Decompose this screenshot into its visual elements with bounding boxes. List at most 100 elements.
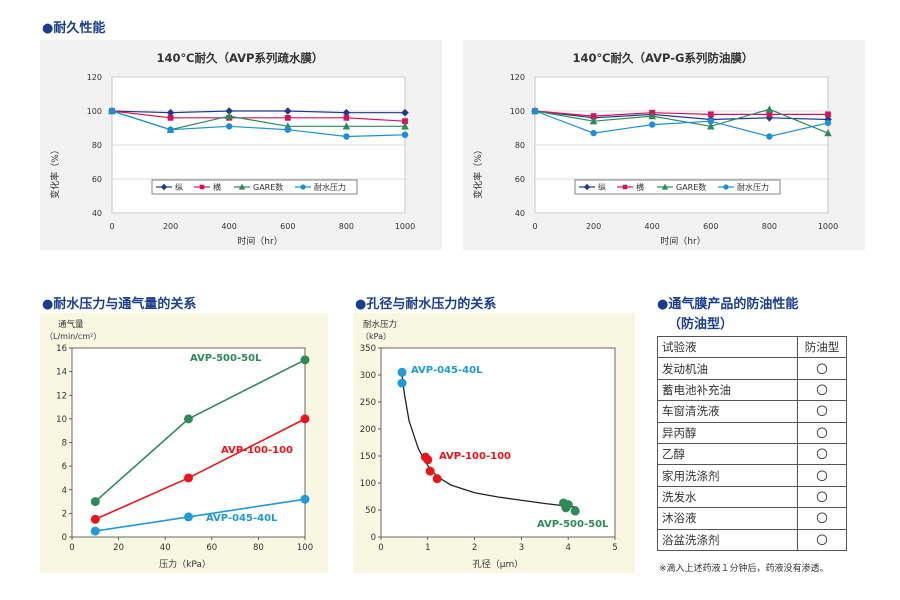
data-point-marker [342,108,351,117]
table-row: 沐浴液〇 [657,507,847,530]
table-cell-liquid: 沐浴液 [657,507,798,530]
series-line [534,110,829,138]
x-tick-label: 800 [762,222,777,231]
legend-box [574,179,781,195]
legend-label: 纵 [598,183,606,192]
data-point-marker [397,378,407,388]
data-point-marker [766,133,773,140]
table-cell-result: 〇 [797,400,847,423]
x-tick-label: 0 [378,543,383,553]
table-cell-liquid: 发动机油 [657,357,798,380]
table-row: 异丙醇〇 [657,421,847,444]
data-point-marker [583,183,591,191]
y-tick-label: 0 [62,533,67,543]
table-row: 洗发水〇 [657,485,847,509]
y-tick-label: 60 [92,175,102,184]
data-point-marker [342,122,351,130]
table-cell-liquid: 蓄电池补充油 [657,378,798,402]
y-tick-label: 300 [360,371,376,381]
data-point-marker [707,111,714,118]
y-tick-label: 8 [62,439,67,449]
legend-label: 横 [636,182,644,192]
data-point-marker [561,503,571,513]
data-point-marker [184,414,193,424]
table-cell-result: 〇 [797,507,847,530]
legend-label: 纵 [175,183,183,192]
x-tick-label: 40 [160,543,171,553]
y-axis-label: 变化率（%） [472,145,484,199]
data-point-marker [90,526,100,536]
data-point-marker [225,112,233,120]
x-axis-label: 孔径（μm） [473,558,524,570]
data-point-marker [570,506,580,516]
data-point-marker [300,494,310,504]
section-title-pore-vs-water: ●孔径与耐水压力的关系 [355,297,497,312]
data-point-marker [284,114,291,121]
y-tick-label: 120 [510,73,525,82]
series-line [111,110,405,114]
x-tick-label: 0 [532,222,537,231]
y-tick-label: 60 [515,175,525,184]
x-axis-label: 时间（hr） [660,235,705,247]
data-point-marker [590,129,597,137]
x-tick-label: 1000 [395,222,415,231]
x-tick-label: 200 [163,222,178,231]
data-point-marker [824,129,832,137]
data-point-marker [160,183,168,191]
section-title-oil-1: ●通气膜产品的防油性能 [657,297,799,312]
series-line [534,110,829,121]
data-point-marker [343,114,350,121]
data-point-marker [300,184,306,190]
table-row: 蓄电池补充油〇 [657,378,847,402]
data-point-marker [343,133,350,140]
y-axis-unit: （L/min/cm²） [45,332,101,341]
fit-curve [401,374,578,508]
data-point-marker [589,117,598,125]
data-point-marker [225,107,233,115]
plot-area: 0 2 4 6 8 10 12 14 16 0 20 40 60 80 100 AVP-500-50L AVP-… [56,344,313,553]
y-axis-label: 耐水压力 [363,319,397,330]
data-point-marker [199,184,205,190]
x-tick-label: 60 [206,543,217,553]
data-point-marker [284,107,292,115]
table-cell-liquid: 洗发水 [657,485,798,509]
table-note: ※滴入上述药液１分钟后，药液没有渗透。 [659,564,829,574]
table-row: 发动机油〇 [657,357,847,380]
data-point-marker [284,126,291,133]
series-line [111,110,406,138]
pore-pressure-chart: 耐水压力 （kPa） 孔径（μm） 0501001502002503003500… [353,313,635,573]
table-cell-result: 〇 [797,464,847,487]
y-tick-label: 10 [56,415,67,425]
table-row: 浴盆洗涤剂〇 [657,528,847,551]
data-point-marker [766,111,773,118]
table-row: 乙醇〇 [657,442,847,466]
table-cell-liquid: 家用洗涤剂 [657,464,798,487]
legend-label: GARE数 [253,182,283,192]
section-title-durability: ●耐久性能 [42,21,106,36]
y-axis-label: 通气量 [58,319,84,330]
series-line [111,110,406,122]
y-tick-label: 16 [56,344,67,354]
series-label: AVP-045-40L [206,513,278,524]
data-point-marker [90,514,100,524]
data-point-marker [707,118,714,125]
x-tick-label: 1 [425,543,430,553]
data-point-marker [166,108,175,117]
y-tick-label: 80 [92,141,102,150]
y-tick-label: 100 [87,107,102,116]
data-point-marker [825,111,831,118]
y-tick-label: 80 [515,141,525,150]
data-point-marker [108,107,116,115]
data-point-marker [401,108,409,117]
table-row: 家用洗涤剂〇 [657,464,847,487]
data-point-marker [300,414,310,424]
data-point-marker [300,355,310,365]
x-tick-label: 80 [253,543,264,553]
y-tick-label: 14 [56,368,67,378]
x-tick-label: 1000 [818,222,838,231]
data-point-marker [707,122,715,130]
data-point-marker [649,121,656,128]
data-point-marker [401,122,409,130]
table-cell-result: 〇 [797,442,847,466]
durability-chart-avp: 140℃耐久（AVP系列疏水膜） 变化率（%） 时间（hr） 40 60 80 100… [40,40,442,250]
